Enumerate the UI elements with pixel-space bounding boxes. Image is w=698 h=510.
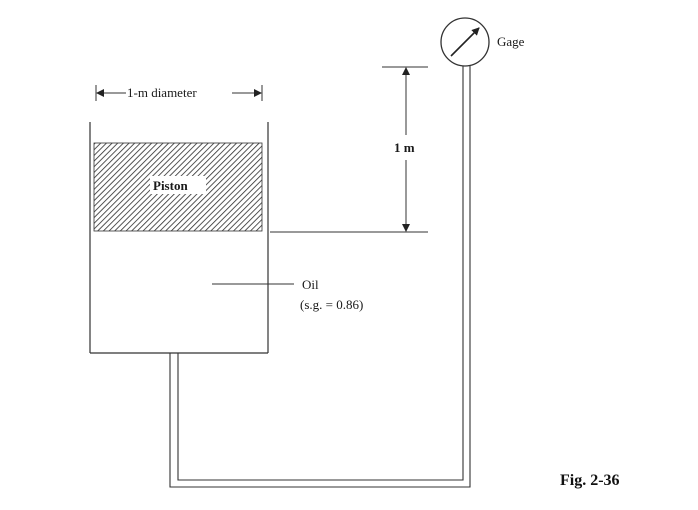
gage-needle [450, 27, 480, 57]
diameter-dimension [95, 85, 263, 101]
figure-caption: Fig. 2-36 [560, 472, 620, 489]
pressure-gage [440, 17, 490, 67]
height-label: 1 m [394, 140, 415, 155]
pipe-inner-wall [177, 66, 464, 481]
oil-label: Oil [302, 277, 319, 292]
height-dimension [270, 66, 428, 233]
pipe-outer-wall [169, 66, 471, 488]
connecting-pipe [169, 66, 471, 488]
diameter-label: 1-m diameter [127, 85, 197, 100]
piston-label-bg [150, 176, 206, 194]
oil-sg-label: (s.g. = 0.86) [300, 297, 363, 312]
oil-tank [89, 122, 269, 354]
gage-label: Gage [497, 34, 525, 49]
piston-label: Piston [153, 178, 188, 193]
